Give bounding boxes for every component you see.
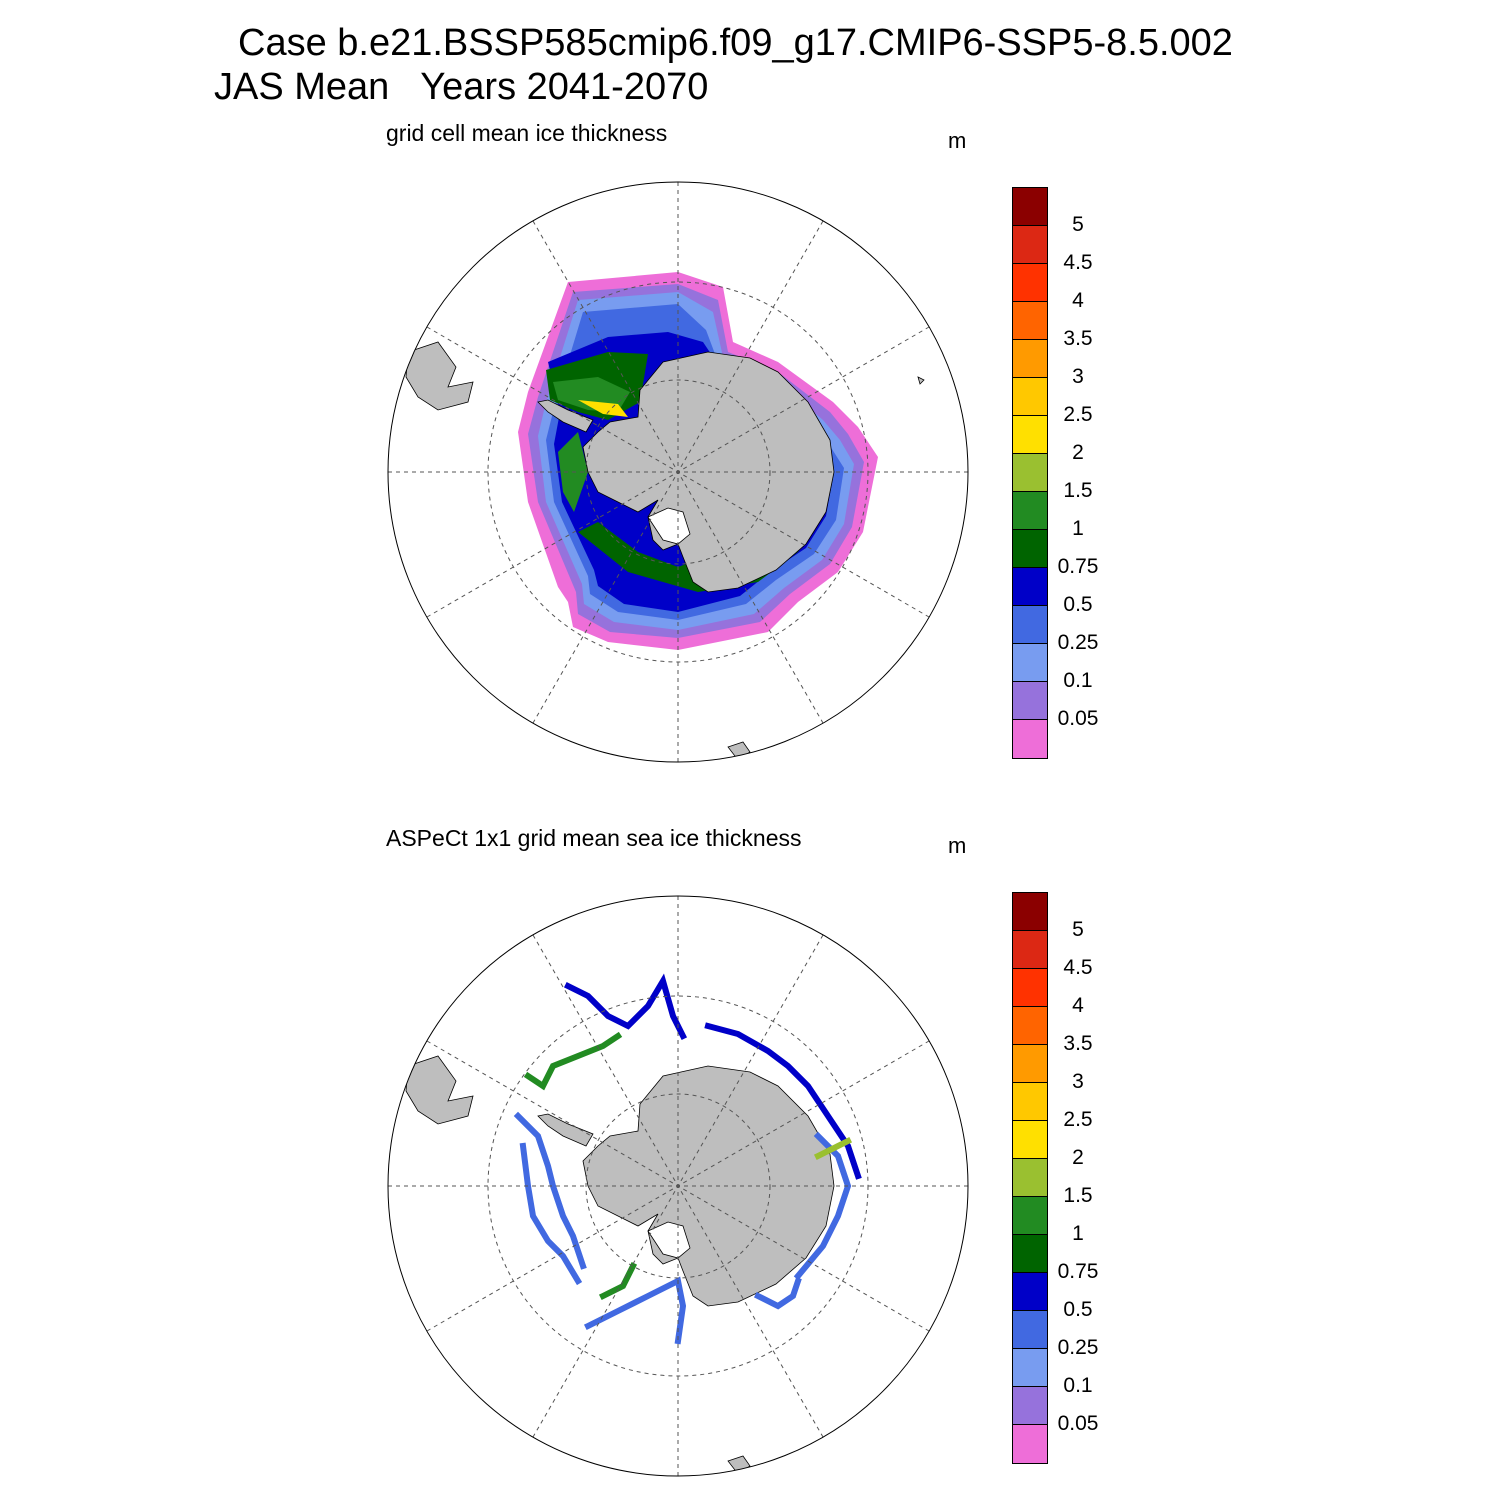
colorbar-swatch: [1013, 226, 1047, 264]
colorbar-swatch: [1013, 302, 1047, 340]
colorbar-swatch: [1013, 1007, 1047, 1045]
colorbar-tick-label: 0.75: [1057, 1260, 1099, 1283]
colorbar-tick-label: 0.05: [1057, 1412, 1099, 1435]
colorbar-swatch: [1013, 188, 1047, 226]
colorbar-tick-label: 4.5: [1063, 251, 1093, 274]
panel2-units: m: [948, 833, 967, 858]
track-weddell-b: [513, 1111, 587, 1270]
colorbar-tick-label: 1: [1072, 517, 1084, 540]
colorbar-tick-label: 2: [1072, 441, 1084, 464]
colorbar-tick-label: 0.25: [1057, 1336, 1099, 1359]
colorbar-swatch: [1013, 1349, 1047, 1387]
colorbar-swatch: [1013, 606, 1047, 644]
ice-weddell-yellow: [578, 400, 628, 417]
colorbar-swatch: [1013, 1387, 1047, 1425]
panel2-colorbar: [1012, 892, 1048, 1464]
track-east-c: [813, 1136, 853, 1161]
panel1-title: grid cell mean ice thickness: [386, 120, 668, 146]
track-ross: [583, 1276, 687, 1345]
colorbar-swatch: [1013, 264, 1047, 302]
colorbar-swatch: [1013, 1425, 1047, 1463]
colorbar-swatch: [1013, 1273, 1047, 1311]
colorbar-tick-label: 3.5: [1063, 1032, 1093, 1055]
colorbar-tick-label: 3: [1072, 365, 1084, 388]
colorbar-tick-label: 3.5: [1063, 327, 1093, 350]
panel1-colorbar: [1012, 187, 1048, 759]
colorbar-tick-label: 4: [1072, 994, 1084, 1017]
colorbar-tick-label: 1.5: [1063, 1184, 1093, 1207]
colorbar-tick-label: 1: [1072, 1222, 1084, 1245]
track-drake: [563, 973, 688, 1041]
colorbar-tick-label: 0.1: [1063, 1374, 1093, 1397]
colorbar-swatch: [1013, 1045, 1047, 1083]
colorbar-swatch: [1013, 720, 1047, 758]
colorbar-swatch: [1013, 1235, 1047, 1273]
antarctic-peninsula: [537, 399, 594, 433]
figure-title-line2: JAS Mean Years 2041-2070: [214, 66, 709, 108]
colorbar-swatch: [1013, 893, 1047, 931]
colorbar-tick-label: 4: [1072, 289, 1084, 312]
colorbar-swatch: [1013, 682, 1047, 720]
colorbar-tick-label: 3: [1072, 1070, 1084, 1093]
south-america-land-2: [405, 1055, 474, 1125]
panel2-title: ASPeCt 1x1 grid mean sea ice thickness: [386, 825, 802, 851]
colorbar-swatch: [1013, 1197, 1047, 1235]
colorbar-tick-label: 2.5: [1063, 1108, 1093, 1131]
colorbar-swatch: [1013, 454, 1047, 492]
colorbar-swatch: [1013, 931, 1047, 969]
colorbar-swatch: [1013, 378, 1047, 416]
track-weddell: [523, 1031, 623, 1091]
colorbar-swatch: [1013, 416, 1047, 454]
colorbar-tick-label: 0.25: [1057, 631, 1099, 654]
colorbar-tick-label: 5: [1072, 213, 1084, 236]
colorbar-tick-label: 0.75: [1057, 555, 1099, 578]
figure-title-line1: Case b.e21.BSSP585cmip6.f09_g17.CMIP6-SS…: [238, 22, 1233, 64]
colorbar-tick-label: 5: [1072, 918, 1084, 941]
colorbar-swatch: [1013, 530, 1047, 568]
track-west: [519, 1142, 583, 1286]
track-east-d: [753, 1277, 802, 1310]
track-ross-b: [598, 1261, 638, 1301]
colorbar-tick-label: 0.05: [1057, 707, 1099, 730]
colorbar-tick-label: 0.1: [1063, 669, 1093, 692]
colorbar-swatch: [1013, 1159, 1047, 1197]
track-east-b: [793, 1131, 852, 1281]
colorbar-swatch: [1013, 1121, 1047, 1159]
ice-weddell-lightgreen: [553, 377, 630, 412]
ross-ice-shelf: [647, 507, 691, 545]
colorbar-tick-label: 0.5: [1063, 593, 1093, 616]
colorbar-swatch: [1013, 969, 1047, 1007]
colorbar-swatch: [1013, 492, 1047, 530]
colorbar-tick-label: 2: [1072, 1146, 1084, 1169]
panel2-polar-map: [387, 895, 969, 1477]
panel1-polar-map: [387, 181, 969, 763]
colorbar-tick-label: 0.5: [1063, 1298, 1093, 1321]
colorbar-swatch: [1013, 568, 1047, 606]
colorbar-swatch: [1013, 340, 1047, 378]
colorbar-swatch: [1013, 644, 1047, 682]
colorbar-swatch: [1013, 1311, 1047, 1349]
colorbar-tick-label: 2.5: [1063, 403, 1093, 426]
south-america-land: [405, 341, 474, 411]
colorbar-tick-label: 1.5: [1063, 479, 1093, 502]
panel1-units: m: [948, 128, 967, 153]
colorbar-swatch: [1013, 1083, 1047, 1121]
colorbar-tick-label: 4.5: [1063, 956, 1093, 979]
